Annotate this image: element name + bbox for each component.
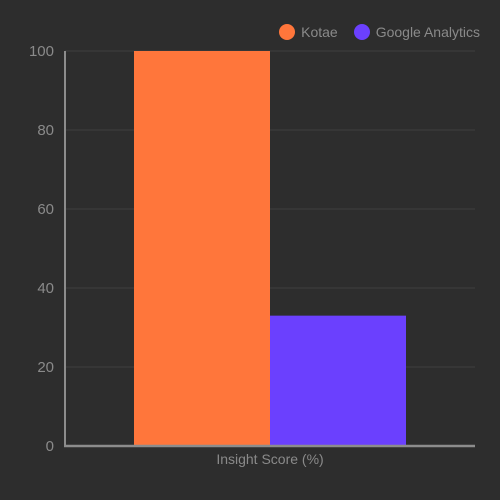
legend: Kotae Google Analytics: [279, 24, 480, 40]
legend-swatch-kotae: [279, 24, 296, 40]
tick-labels: 0 20 40 60 80 100 Insight Score (%): [29, 43, 324, 467]
legend-swatch-google-analytics: [353, 24, 370, 40]
x-tick-label: Insight Score (%): [216, 451, 323, 467]
bars: [134, 51, 406, 446]
y-tick-label: 100: [29, 43, 54, 60]
bar-kotae: [134, 51, 270, 446]
axes: [64, 51, 475, 448]
legend-label-google-analytics: Google Analytics: [375, 24, 480, 40]
y-tick-label: 60: [37, 201, 54, 218]
bar-google-analytics: [270, 315, 406, 446]
legend-label-kotae: Kotae: [301, 24, 338, 40]
y-tick-label: 40: [37, 280, 54, 297]
y-tick-label: 80: [37, 122, 54, 139]
legend-item-google-analytics[interactable]: Google Analytics: [353, 24, 480, 40]
legend-item-kotae[interactable]: Kotae: [279, 24, 338, 40]
y-tick-label: 20: [37, 359, 54, 376]
y-tick-label: 0: [46, 438, 54, 455]
